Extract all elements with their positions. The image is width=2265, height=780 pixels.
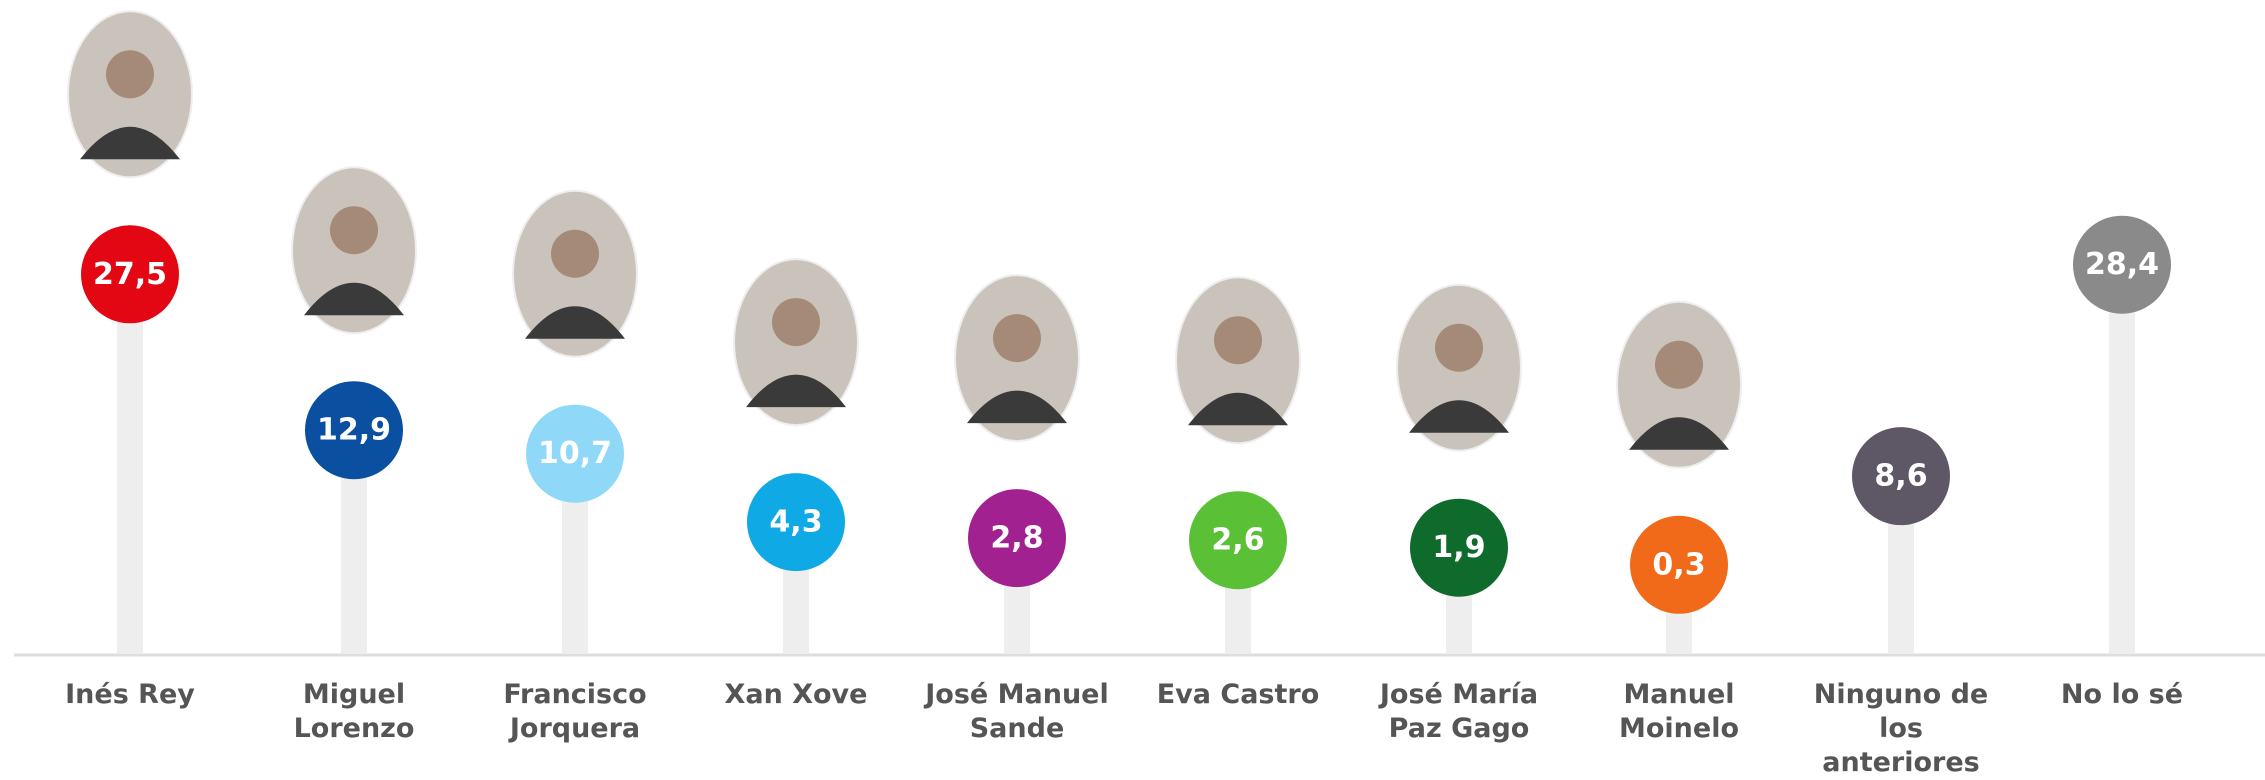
- stem: [2109, 265, 2135, 654]
- category-label: Francisco Jorquera: [475, 678, 675, 746]
- photo-head: [993, 314, 1041, 362]
- photo-head: [772, 298, 820, 346]
- photo-head: [1435, 324, 1483, 372]
- value-label: 10,7: [538, 436, 612, 471]
- category-label: José María Paz Gago: [1359, 678, 1559, 746]
- photo-head: [1214, 316, 1262, 364]
- photo-head: [1655, 341, 1703, 389]
- category-label: Eva Castro: [1138, 678, 1338, 712]
- value-label: 8,6: [1874, 459, 1927, 494]
- category-label: José Manuel Sande: [917, 678, 1117, 746]
- value-label: 2,8: [990, 521, 1043, 556]
- stem: [117, 274, 143, 654]
- value-label: 1,9: [1432, 530, 1485, 565]
- category-label: Xan Xove: [696, 678, 896, 712]
- photo-head: [106, 50, 154, 98]
- category-label: Inés Rey: [30, 678, 230, 712]
- category-label: Miguel Lorenzo: [254, 678, 454, 746]
- category-label: Manuel Moinelo: [1579, 678, 1779, 746]
- category-label: Ninguno de los anteriores: [1801, 678, 2001, 780]
- photo-head: [330, 206, 378, 254]
- value-label: 27,5: [93, 257, 167, 292]
- value-label: 28,4: [2085, 247, 2159, 282]
- page: 27,512,910,74,32,82,61,90,38,628,4 (() =…: [0, 0, 2265, 774]
- category-label: No lo sé: [2022, 678, 2222, 712]
- value-label: 4,3: [769, 505, 822, 540]
- value-label: 2,6: [1211, 523, 1264, 558]
- value-label: 0,3: [1652, 547, 1705, 582]
- chart: 27,5 12,9 10,7 4,3 2,8 2,6 1,9 0,3 8,6 28,4: [0, 0, 2265, 774]
- photo-head: [551, 230, 599, 278]
- value-label: 12,9: [317, 413, 391, 448]
